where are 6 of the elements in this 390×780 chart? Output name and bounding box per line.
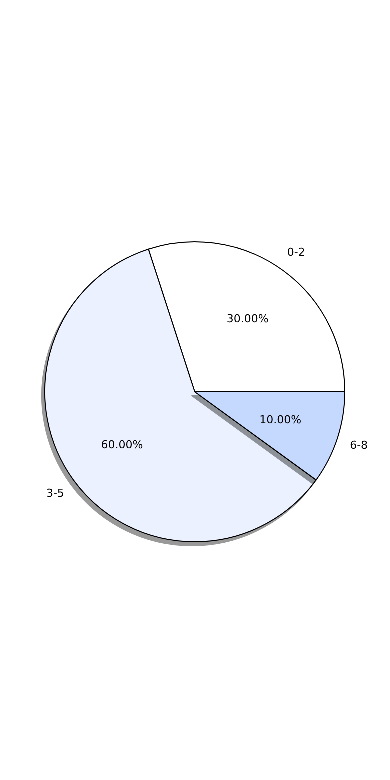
slice-label: 0-2 [287,246,306,259]
data-label: 60.00% [101,438,144,452]
data-label: 30.00% [226,312,269,326]
data-label: 10.00% [260,413,302,426]
slice-label: 6-8 [350,438,368,452]
slice-label: 3-5 [46,486,64,500]
